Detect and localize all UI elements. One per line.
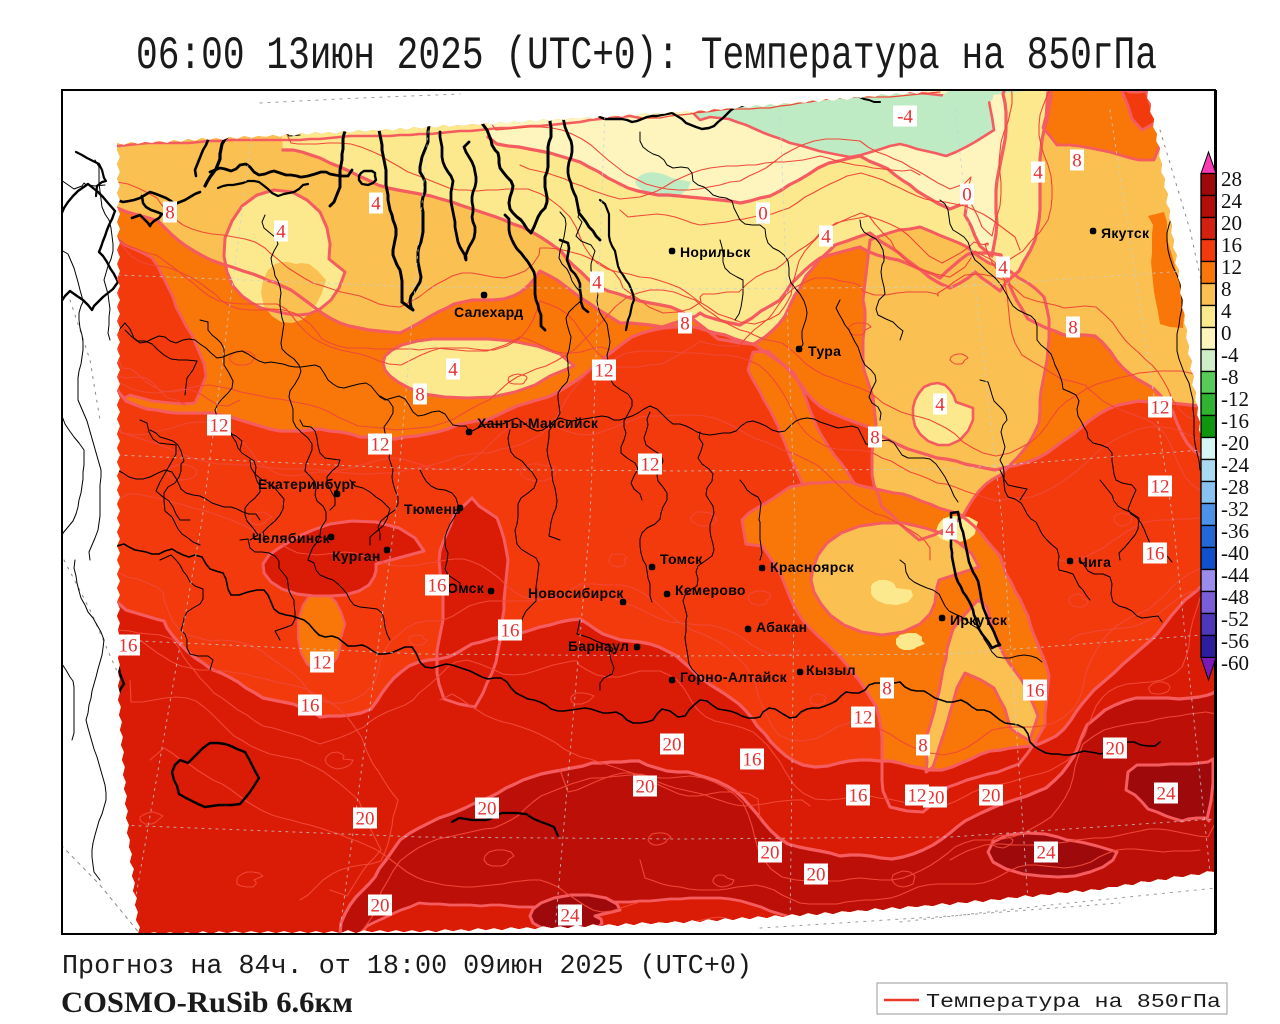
svg-text:Томск: Томск <box>660 551 703 567</box>
svg-text:-24: -24 <box>1221 453 1249 477</box>
svg-text:4: 4 <box>1221 299 1232 323</box>
svg-text:-32: -32 <box>1221 497 1249 521</box>
svg-text:16: 16 <box>301 696 320 717</box>
svg-text:COSMO-RuSib 6.6км: COSMO-RuSib 6.6км <box>61 986 353 1019</box>
svg-text:20: 20 <box>1106 739 1125 760</box>
svg-text:-36: -36 <box>1221 519 1249 543</box>
svg-text:4: 4 <box>945 520 955 541</box>
svg-text:-16: -16 <box>1221 409 1249 433</box>
svg-text:4: 4 <box>371 194 381 215</box>
svg-text:24: 24 <box>561 906 581 927</box>
svg-text:Кызыл: Кызыл <box>806 662 856 678</box>
svg-text:16: 16 <box>743 750 762 771</box>
svg-text:24: 24 <box>1221 189 1243 213</box>
svg-text:Чига: Чига <box>1078 554 1111 570</box>
svg-text:8: 8 <box>882 679 892 700</box>
svg-text:16: 16 <box>501 621 520 642</box>
svg-text:-52: -52 <box>1221 607 1249 631</box>
svg-text:-4: -4 <box>897 107 913 128</box>
svg-text:-12: -12 <box>1221 387 1249 411</box>
svg-text:8: 8 <box>415 385 425 406</box>
svg-text:Якутск: Якутск <box>1101 225 1150 241</box>
svg-text:4: 4 <box>1033 163 1043 184</box>
svg-text:12: 12 <box>908 786 927 807</box>
svg-text:16: 16 <box>1221 233 1242 257</box>
svg-text:12: 12 <box>595 361 614 382</box>
svg-text:-48: -48 <box>1221 585 1249 609</box>
svg-text:Тюмень: Тюмень <box>404 501 461 517</box>
svg-text:16: 16 <box>428 576 447 597</box>
svg-text:20: 20 <box>478 799 497 820</box>
svg-text:4: 4 <box>935 395 945 416</box>
svg-text:Горно-Алтайск: Горно-Алтайск <box>680 669 788 685</box>
svg-text:20: 20 <box>761 843 780 864</box>
svg-text:8: 8 <box>1072 151 1082 172</box>
svg-text:-8: -8 <box>1221 365 1239 389</box>
svg-text:16: 16 <box>849 786 868 807</box>
svg-text:8: 8 <box>165 203 175 224</box>
svg-text:8: 8 <box>1221 277 1232 301</box>
svg-text:0: 0 <box>962 185 972 206</box>
svg-text:Температура на 850гПа: Температура на 850гПа <box>926 991 1221 1013</box>
svg-text:Екатеринбург: Екатеринбург <box>258 476 356 492</box>
svg-text:12: 12 <box>313 653 332 674</box>
svg-text:20: 20 <box>371 896 390 917</box>
svg-text:Иркутск: Иркутск <box>950 612 1008 628</box>
svg-text:8: 8 <box>680 314 690 335</box>
svg-text:4: 4 <box>821 227 831 248</box>
svg-text:Барнаул: Барнаул <box>568 638 629 654</box>
svg-text:24: 24 <box>1157 784 1177 805</box>
svg-text:24: 24 <box>1037 843 1057 864</box>
svg-text:28: 28 <box>1221 167 1242 191</box>
svg-text:12: 12 <box>210 416 229 437</box>
svg-text:16: 16 <box>119 636 138 657</box>
svg-text:-20: -20 <box>1221 431 1249 455</box>
svg-text:0: 0 <box>758 204 768 225</box>
svg-text:Новосибирск: Новосибирск <box>528 585 624 601</box>
svg-text:06:00 13июн 2025 (UTC+0): Темп: 06:00 13июн 2025 (UTC+0): Температура на… <box>136 30 1157 82</box>
svg-text:-56: -56 <box>1221 629 1249 653</box>
svg-text:-44: -44 <box>1221 563 1249 587</box>
svg-text:Челябинск: Челябинск <box>252 530 331 546</box>
svg-text:20: 20 <box>807 865 826 886</box>
svg-text:4: 4 <box>276 222 286 243</box>
svg-text:4: 4 <box>592 273 602 294</box>
svg-text:20: 20 <box>663 735 682 756</box>
svg-text:Ханты-Мансийск: Ханты-Мансийск <box>477 415 599 431</box>
svg-text:0: 0 <box>1221 321 1232 345</box>
svg-text:Салехард: Салехард <box>454 304 523 320</box>
svg-text:-60: -60 <box>1221 651 1249 675</box>
svg-text:-40: -40 <box>1221 541 1249 565</box>
svg-text:20: 20 <box>356 809 375 830</box>
svg-text:12: 12 <box>641 455 660 476</box>
svg-text:Кемерово: Кемерово <box>675 582 746 598</box>
svg-text:-4: -4 <box>1221 343 1239 367</box>
svg-text:12: 12 <box>1221 255 1242 279</box>
svg-text:4: 4 <box>998 258 1008 279</box>
svg-text:20: 20 <box>636 777 655 798</box>
svg-text:Абакан: Абакан <box>756 619 807 635</box>
svg-text:16: 16 <box>1026 681 1045 702</box>
svg-text:8: 8 <box>870 428 880 449</box>
svg-text:Красноярск: Красноярск <box>770 559 855 575</box>
svg-text:Омск: Омск <box>447 580 485 596</box>
svg-text:Тура: Тура <box>808 343 841 359</box>
svg-text:20: 20 <box>926 788 945 809</box>
svg-text:8: 8 <box>918 736 928 757</box>
svg-text:-28: -28 <box>1221 475 1249 499</box>
svg-text:Прогноз на 84ч. от 18:00 09июн: Прогноз на 84ч. от 18:00 09июн 2025 (UTC… <box>62 952 752 982</box>
svg-text:16: 16 <box>1146 544 1165 565</box>
svg-text:12: 12 <box>371 435 390 456</box>
svg-text:4: 4 <box>448 360 458 381</box>
svg-text:Курган: Курган <box>332 548 381 564</box>
svg-text:12: 12 <box>854 708 873 729</box>
svg-text:20: 20 <box>982 786 1001 807</box>
svg-text:12: 12 <box>1151 398 1170 419</box>
svg-text:12: 12 <box>1151 477 1170 498</box>
svg-text:Норильск: Норильск <box>680 244 751 260</box>
svg-text:8: 8 <box>1068 318 1078 339</box>
svg-text:20: 20 <box>1221 211 1242 235</box>
